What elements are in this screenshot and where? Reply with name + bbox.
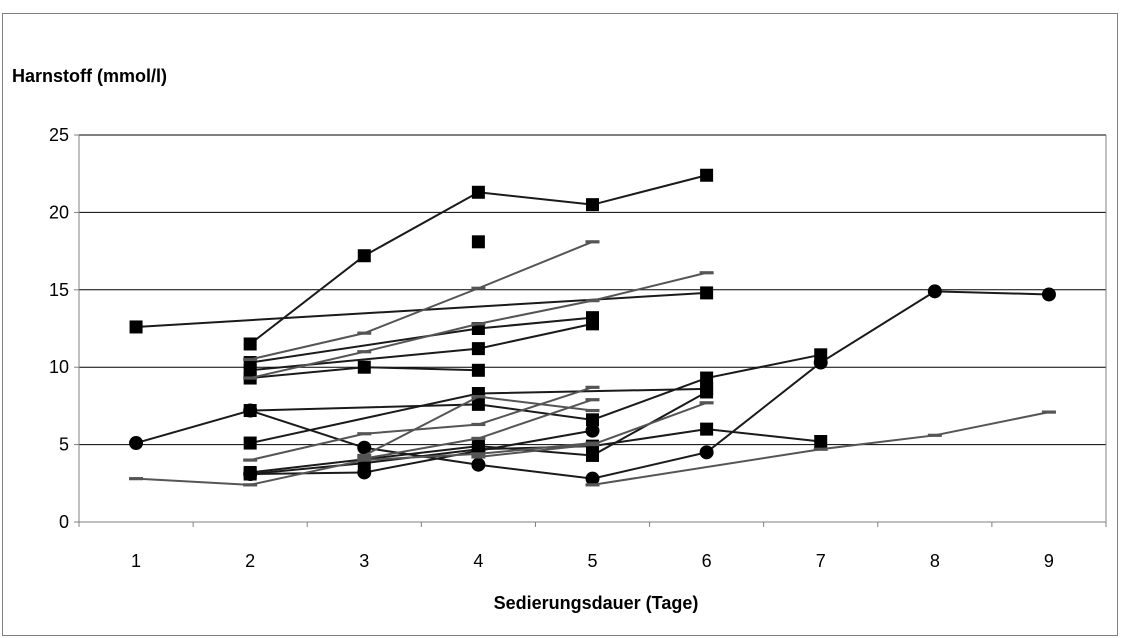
dash-marker [471, 422, 486, 427]
x-tick-label: 3 [359, 551, 369, 571]
x-tick-label: 9 [1044, 551, 1054, 571]
series-line [250, 353, 821, 421]
square-marker [814, 435, 828, 449]
series [129, 168, 1056, 487]
dash-marker [585, 408, 600, 413]
x-tick-label: 5 [587, 551, 597, 571]
dash-marker [585, 240, 600, 244]
square-marker [700, 385, 714, 399]
series-line [249, 386, 593, 462]
x-tick-label: 7 [816, 551, 826, 571]
square-marker [586, 448, 599, 462]
series-14 [243, 271, 714, 380]
series-line [250, 316, 593, 364]
dash-marker [1041, 410, 1056, 414]
dash-marker [243, 458, 258, 462]
dash-marker [357, 458, 372, 462]
dash-marker [357, 432, 372, 436]
series-16 [357, 395, 600, 458]
series-6 [243, 360, 485, 385]
square-marker [700, 371, 714, 385]
circle-marker [585, 423, 600, 438]
square-marker [471, 235, 485, 249]
circle-marker [1041, 287, 1056, 302]
y-tick-label: 15 [49, 280, 69, 300]
square-marker [243, 337, 257, 351]
square-marker [357, 249, 371, 263]
y-tick-label: 20 [49, 202, 69, 222]
dash-marker [699, 401, 714, 405]
square-marker [471, 363, 485, 377]
series-13 [243, 240, 600, 362]
circle-marker [813, 355, 828, 370]
dash-marker [471, 455, 486, 459]
series-line [249, 174, 707, 345]
dash-marker [243, 376, 258, 380]
dash-marker [699, 271, 714, 275]
x-tick-label: 6 [702, 551, 712, 571]
dash-marker [243, 483, 258, 487]
y-tick-label: 25 [49, 125, 69, 145]
dash-marker [585, 441, 600, 445]
square-marker [700, 168, 714, 182]
circle-marker [927, 284, 942, 299]
circle-marker [699, 445, 714, 460]
series-15 [243, 385, 600, 462]
circle-marker [243, 467, 258, 482]
x-tick-label: 4 [473, 551, 483, 571]
series-20 [585, 410, 1056, 487]
series-1 [243, 168, 714, 351]
series-3 [471, 235, 485, 249]
dash-marker [585, 398, 600, 402]
square-marker [471, 185, 485, 199]
x-tick-label: 2 [245, 551, 255, 571]
x-axis-title: Sedierungsdauer (Tage) [494, 593, 699, 613]
square-marker [471, 342, 485, 356]
ticks: 0 5 10 15 20 25 1 2 3 4 5 6 7 8 9 [49, 125, 1107, 571]
circle-marker [585, 471, 600, 486]
dash-marker [927, 433, 942, 437]
circle-marker [129, 436, 144, 451]
square-marker [586, 413, 599, 427]
square-marker [357, 360, 371, 374]
x-tick-label: 1 [131, 551, 141, 571]
series-line [249, 240, 593, 361]
circle-marker [357, 440, 372, 455]
dash-marker [471, 452, 486, 456]
circle-marker [471, 457, 486, 472]
dash-marker [357, 331, 372, 335]
square-marker [586, 317, 599, 331]
y-tick-label: 0 [59, 512, 69, 532]
dash-marker [813, 447, 828, 451]
dash-marker [585, 483, 600, 487]
circle-marker [243, 403, 258, 418]
square-marker [471, 397, 485, 411]
y-tick-label: 5 [59, 435, 69, 455]
y-tick-label: 10 [49, 357, 69, 377]
square-marker [243, 436, 257, 450]
dash-marker [471, 286, 486, 290]
series-line [592, 411, 1050, 486]
series-4 [243, 311, 599, 370]
dash-marker [357, 350, 372, 354]
dash-marker [129, 477, 144, 481]
x-tick-label: 8 [930, 551, 940, 571]
dash-marker [471, 322, 486, 326]
dash-marker [585, 299, 600, 303]
series-11 [129, 284, 1056, 486]
square-marker [700, 286, 714, 300]
dash-marker [471, 395, 486, 399]
series-19 [129, 441, 600, 487]
axes [78, 135, 1107, 523]
square-marker [700, 422, 714, 436]
dash-marker [243, 357, 258, 362]
circle-marker [357, 465, 372, 480]
dash-marker [585, 385, 600, 389]
dash-marker [471, 436, 486, 441]
dash-marker [357, 453, 372, 458]
square-marker [129, 320, 143, 334]
square-marker [586, 198, 599, 212]
y-axis-title: Harnstoff (mmol/l) [12, 66, 167, 86]
